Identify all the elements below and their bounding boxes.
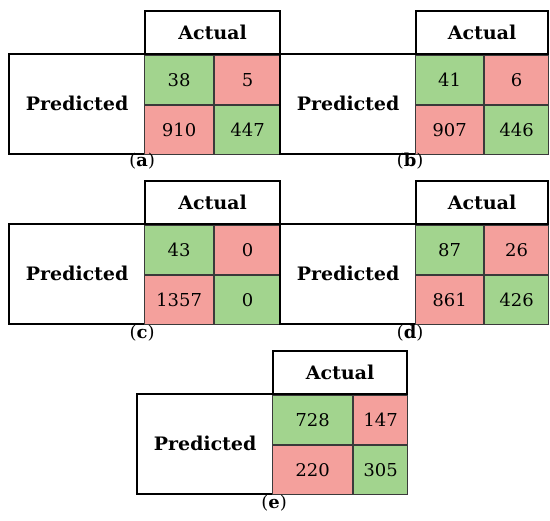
caption-b: (b) — [396, 150, 424, 171]
cell-bottom-right: 446 — [484, 105, 549, 155]
cell-top-left: 41 — [415, 55, 484, 105]
caption-c: (c) — [129, 322, 155, 343]
predicted-label: Predicted — [279, 223, 417, 325]
actual-header: Actual — [272, 350, 408, 395]
actual-header: Actual — [415, 180, 549, 225]
cell-top-left: 43 — [144, 225, 214, 275]
cell-top-right: 5 — [214, 55, 281, 105]
cell-top-left: 728 — [272, 395, 353, 445]
cell-bottom-left: 907 — [415, 105, 484, 155]
cell-bottom-left: 861 — [415, 275, 484, 325]
actual-header: Actual — [415, 10, 549, 55]
cell-bottom-left: 1357 — [144, 275, 214, 325]
predicted-label: Predicted — [8, 223, 146, 325]
cell-top-right: 147 — [353, 395, 408, 445]
caption-d: (d) — [396, 322, 424, 343]
predicted-label: Predicted — [136, 393, 274, 495]
actual-header: Actual — [144, 10, 281, 55]
caption-e: (e) — [261, 492, 287, 513]
predicted-label: Predicted — [8, 53, 146, 155]
predicted-label: Predicted — [279, 53, 417, 155]
cell-top-right: 26 — [484, 225, 549, 275]
cell-top-left: 87 — [415, 225, 484, 275]
cell-top-left: 38 — [144, 55, 214, 105]
cell-bottom-right: 447 — [214, 105, 281, 155]
cell-bottom-right: 305 — [353, 445, 408, 495]
cell-top-right: 6 — [484, 55, 549, 105]
cell-bottom-left: 910 — [144, 105, 214, 155]
actual-header: Actual — [144, 180, 281, 225]
caption-a: (a) — [129, 150, 155, 171]
cell-top-right: 0 — [214, 225, 281, 275]
cell-bottom-right: 426 — [484, 275, 549, 325]
cell-bottom-right: 0 — [214, 275, 281, 325]
cell-bottom-left: 220 — [272, 445, 353, 495]
